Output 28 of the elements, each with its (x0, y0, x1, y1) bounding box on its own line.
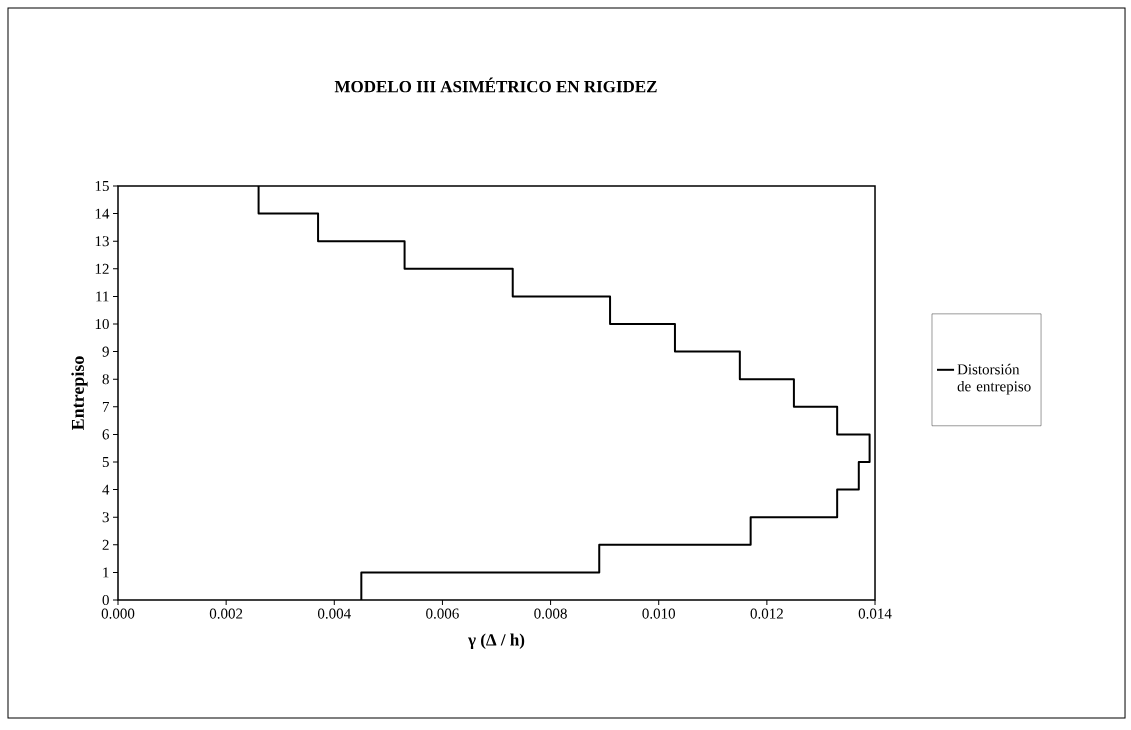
y-tick-label: 11 (96, 291, 109, 302)
x-tick-label: 0.010 (642, 608, 676, 619)
y-tick-label: 13 (95, 236, 109, 247)
legend-label: Distorsión de entrepiso (957, 363, 1031, 395)
y-tick-label: 8 (102, 374, 109, 385)
y-tick-label: 7 (102, 401, 110, 412)
y-tick-label: 5 (102, 457, 109, 467)
y-tick-label: 9 (102, 346, 109, 357)
y-tick-label: 3 (102, 512, 109, 523)
y-tick-label: 2 (102, 539, 109, 550)
x-axis-title: γ (Δ / h) (467, 633, 525, 649)
y-tick-label: 14 (95, 208, 110, 219)
x-tick-label: 0.012 (750, 608, 783, 619)
x-tick-label: 0.008 (534, 608, 567, 619)
y-tick-label: 6 (102, 429, 110, 440)
x-tick-label: 0.004 (317, 608, 351, 619)
y-tick-label: 12 (95, 263, 109, 274)
y-tick-label: 0 (102, 594, 109, 606)
y-tick-label: 10 (95, 318, 109, 330)
chart-title: MODELO III ASIMÉTRICO EN RIGIDEZ (334, 77, 657, 93)
x-tick-label: 0.014 (858, 608, 892, 619)
x-tick-label: 0.002 (209, 608, 243, 619)
y-tick-label: 4 (102, 484, 110, 495)
y-axis-title: Entrepiso (71, 356, 88, 431)
x-tick-label: 0.000 (101, 608, 135, 619)
x-tick-label: 0.006 (426, 608, 459, 619)
y-tick-label: 15 (95, 180, 109, 192)
y-tick-label: 1 (103, 567, 109, 578)
